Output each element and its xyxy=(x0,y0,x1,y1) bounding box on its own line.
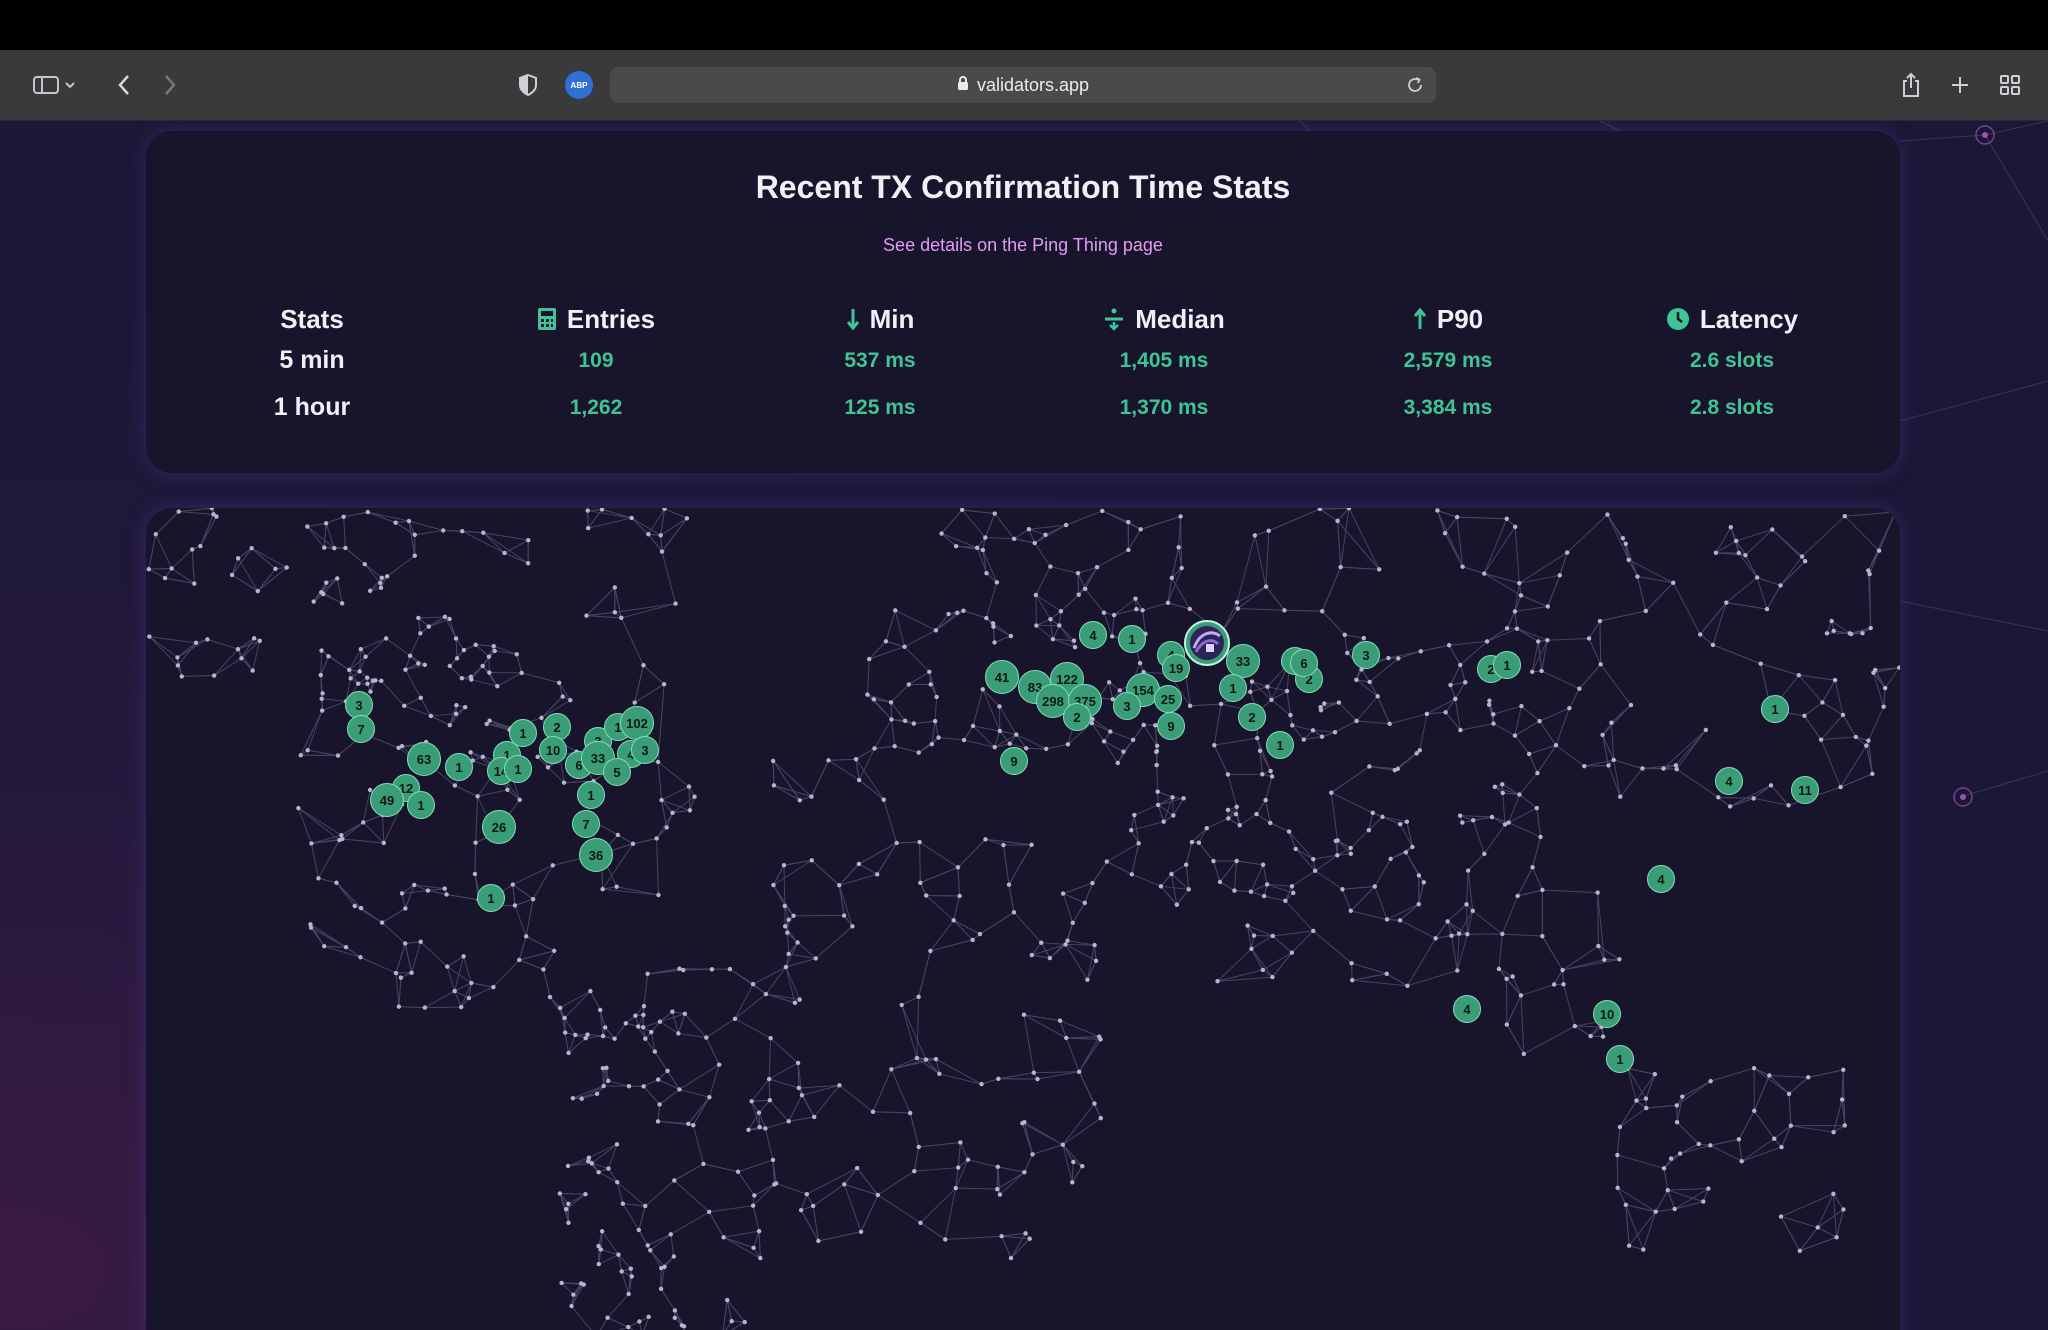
latency-1hour: 2.8 slots xyxy=(1689,396,1775,419)
url-text: validators.app xyxy=(976,74,1090,95)
median-1hour: 1,370 ms xyxy=(1119,396,1209,419)
map-marker[interactable]: 11 xyxy=(1791,776,1819,804)
map-marker[interactable]: 1 xyxy=(1118,625,1146,653)
column-header: P90 xyxy=(1303,301,1593,337)
map-marker[interactable]: 36 xyxy=(579,838,613,872)
lock-icon xyxy=(957,75,969,96)
calculator-icon xyxy=(537,307,557,331)
column-header: Latency xyxy=(1587,301,1877,337)
plus-icon[interactable] xyxy=(1942,67,1978,103)
map-marker[interactable]: 1 xyxy=(1761,695,1789,723)
map-marker[interactable]: 4 xyxy=(1079,621,1107,649)
map-marker[interactable]: 1 xyxy=(577,781,605,809)
map-marker[interactable]: 1 xyxy=(509,719,537,747)
stats-column-labels: Stats 5 min 1 hour xyxy=(167,301,457,431)
map-marker[interactable]: 102 xyxy=(620,706,654,740)
arrow-down-icon xyxy=(846,307,860,331)
abp-icon: ABP xyxy=(565,71,593,99)
arrow-up-icon xyxy=(1413,307,1427,331)
validators-world-map xyxy=(146,508,1900,1330)
map-marker[interactable]: 1 xyxy=(1266,731,1294,759)
map-marker[interactable]: 49 xyxy=(370,783,404,817)
sidebar-icon[interactable] xyxy=(24,67,84,103)
map-marker[interactable]: 10 xyxy=(539,736,567,764)
map-marker[interactable]: 3 xyxy=(345,691,373,719)
extension-button[interactable]: ABP xyxy=(561,67,597,103)
validator-logo-marker[interactable] xyxy=(1184,620,1230,666)
map-marker[interactable]: 7 xyxy=(572,810,600,838)
map-marker[interactable]: 41 xyxy=(985,660,1019,694)
latency-5min: 2.6 slots xyxy=(1689,349,1775,372)
background-network xyxy=(1299,121,2048,807)
stats-column-latency: Latency 2.6 slots 2.8 slots xyxy=(1587,301,1877,431)
column-header: Median xyxy=(1019,301,1309,337)
map-marker[interactable]: 25 xyxy=(1154,685,1182,713)
map-marker[interactable]: 1 xyxy=(1493,651,1521,679)
stats-column-entries: Entries 109 1,262 xyxy=(451,301,741,431)
shield-icon[interactable] xyxy=(510,67,546,103)
median-5min: 1,405 ms xyxy=(1119,349,1209,372)
map-marker[interactable]: 1 xyxy=(407,791,435,819)
screen-top-bar xyxy=(0,0,2048,50)
column-header: Entries xyxy=(451,301,741,337)
p90-1hour: 3,384 ms xyxy=(1403,396,1493,419)
row-label: 5 min xyxy=(279,346,345,374)
grid-icon[interactable] xyxy=(1992,67,2028,103)
divide-icon xyxy=(1103,307,1125,331)
p90-5min: 2,579 ms xyxy=(1403,349,1493,372)
map-marker[interactable]: 1 xyxy=(1606,1045,1634,1073)
chevron-right-icon[interactable] xyxy=(152,67,188,103)
column-header: Min xyxy=(735,301,1025,337)
stats-column-median: Median 1,405 ms 1,370 ms xyxy=(1019,301,1309,431)
map-marker[interactable]: 2 xyxy=(1063,703,1091,731)
stats-column-p90: P90 2,579 ms 3,384 ms xyxy=(1303,301,1593,431)
stats-column-min: Min 537 ms 125 ms xyxy=(735,301,1025,431)
map-marker[interactable]: 7 xyxy=(347,715,375,743)
clock-icon xyxy=(1666,307,1690,331)
min-5min: 537 ms xyxy=(844,349,916,372)
map-marker[interactable]: 4 xyxy=(1647,865,1675,893)
map-marker[interactable]: 33 xyxy=(1226,644,1260,678)
row-label: 1 hour xyxy=(273,393,351,421)
address-bar[interactable]: validators.app xyxy=(610,67,1436,103)
min-1hour: 125 ms xyxy=(844,396,916,419)
column-header: Stats xyxy=(280,304,344,334)
page-content: Recent TX Confirmation Time Stats See de… xyxy=(0,121,2048,1330)
map-marker[interactable]: 26 xyxy=(482,810,516,844)
world-map-network xyxy=(146,508,1900,1330)
map-marker[interactable]: 3 xyxy=(1352,641,1380,669)
map-marker[interactable]: 19 xyxy=(1162,654,1190,682)
map-marker[interactable]: 4 xyxy=(1715,767,1743,795)
entries-5min: 109 xyxy=(578,349,614,372)
map-marker[interactable]: 2 xyxy=(1238,703,1266,731)
browser-toolbar: ABP validators.app xyxy=(0,50,2048,121)
map-marker[interactable]: 9 xyxy=(1000,747,1028,775)
map-marker[interactable]: 10 xyxy=(1593,1000,1621,1028)
map-marker[interactable]: 6 xyxy=(1290,649,1318,677)
chevron-left-icon[interactable] xyxy=(106,67,142,103)
map-marker[interactable]: 5 xyxy=(603,758,631,786)
stats-title: Recent TX Confirmation Time Stats xyxy=(755,169,1291,205)
entries-1hour: 1,262 xyxy=(569,396,623,419)
map-marker[interactable]: 1 xyxy=(445,753,473,781)
ping-thing-link[interactable]: See details on the Ping Thing page xyxy=(883,235,1163,255)
map-marker[interactable]: 1 xyxy=(504,755,532,783)
map-marker[interactable]: 9 xyxy=(1157,712,1185,740)
map-marker[interactable]: 3 xyxy=(1113,692,1141,720)
map-marker[interactable]: 1 xyxy=(1219,674,1247,702)
map-marker[interactable]: 1 xyxy=(477,884,505,912)
tx-stats-card: Recent TX Confirmation Time Stats See de… xyxy=(146,131,1900,473)
map-marker[interactable]: 63 xyxy=(407,742,441,776)
map-marker[interactable]: 4 xyxy=(1453,995,1481,1023)
reload-icon[interactable] xyxy=(1402,72,1428,98)
map-marker[interactable]: 3 xyxy=(631,736,659,764)
share-icon[interactable] xyxy=(1893,67,1929,103)
